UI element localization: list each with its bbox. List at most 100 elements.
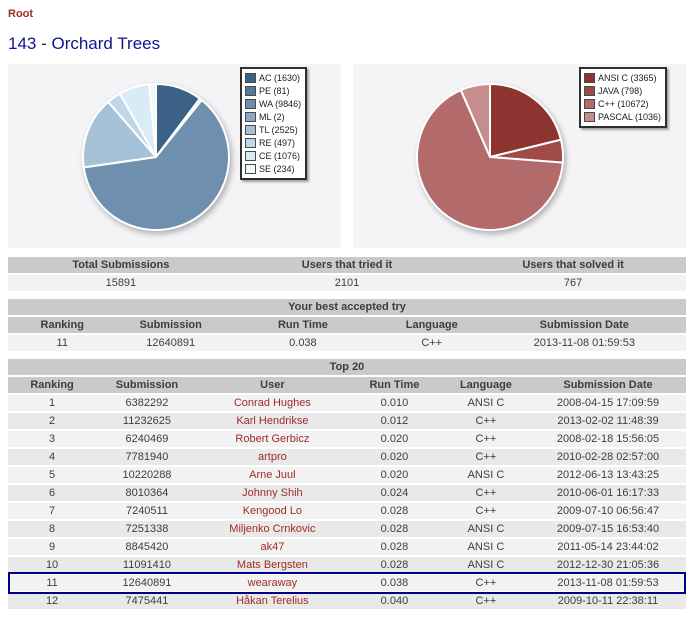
- top20-row: 1 6382292 Conrad Hughes 0.010 ANSI C 2008-04-…: [8, 395, 686, 411]
- user-link[interactable]: wearaway: [247, 577, 298, 589]
- user-link[interactable]: Robert Gerbicz: [235, 433, 310, 445]
- verdict-slice-se: [148, 82, 157, 158]
- top20-cell: 6240469: [96, 431, 198, 447]
- language-legend: ANSI C (3365) JAVA (798) C++ (10672) PASCAL…: [579, 67, 668, 128]
- verdict-legend-swatch: [245, 86, 256, 96]
- top20-cell: 2011-05-14 23:44:02: [530, 539, 686, 555]
- user-link[interactable]: Arne Juul: [249, 469, 296, 481]
- top20-cell: 2012-12-30 21:05:36: [530, 557, 686, 573]
- language-legend-swatch: [584, 73, 595, 83]
- verdict-legend-label: SE (234): [259, 164, 295, 174]
- top20-user-cell[interactable]: Conrad Hughes: [197, 395, 347, 411]
- top20-user-cell[interactable]: Miljenko Crnkovic: [197, 521, 347, 537]
- top20-cell: 7251338: [96, 521, 198, 537]
- verdict-legend-swatch: [245, 138, 256, 148]
- top20-user-cell[interactable]: ak47: [197, 539, 347, 555]
- top20-cell: 2013-02-02 11:48:39: [530, 413, 686, 429]
- top20-cell: 9: [8, 539, 97, 555]
- top20-header-row: Ranking Submission User Run Time Language Sub…: [8, 377, 686, 393]
- top20-cell: ANSI C: [441, 467, 530, 483]
- top20-user-cell[interactable]: wearaway: [197, 575, 347, 591]
- top20-cell: 8: [8, 521, 97, 537]
- top20-cell: 3: [8, 431, 97, 447]
- verdict-legend-label: WA (9846): [259, 99, 302, 109]
- top20-user-cell[interactable]: Kengood Lo: [197, 503, 347, 519]
- top20-cell: 2009-07-15 16:53:40: [530, 521, 686, 537]
- top20-user-cell[interactable]: artpro: [197, 449, 347, 465]
- top20-cell: 0.012: [346, 413, 442, 429]
- top20-cell: 12640891: [96, 575, 198, 591]
- verdict-legend-label: PE (81): [259, 86, 290, 96]
- top20-cell: 2013-11-08 01:59:53: [530, 575, 686, 591]
- verdict-legend-item: WA (9846): [245, 98, 301, 110]
- top20-cell: 7475441: [96, 593, 198, 609]
- top20-header-cell: Submission Date: [530, 377, 686, 393]
- verdict-legend-item: ML (2): [245, 111, 301, 123]
- top20-section: Top 20 Ranking Submission User Run Time Lang…: [0, 357, 694, 611]
- top20-cell: 0.028: [346, 539, 442, 555]
- top20-user-cell[interactable]: Håkan Terelius: [197, 593, 347, 609]
- top20-row: 4 7781940 artpro 0.020 C++ 2010-02-28 02:57:0…: [8, 449, 686, 465]
- language-legend-swatch: [584, 86, 595, 96]
- top20-user-cell[interactable]: Robert Gerbicz: [197, 431, 347, 447]
- top20-row: 7 7240511 Kengood Lo 0.028 C++ 2009-07-10 06:…: [8, 503, 686, 519]
- user-link[interactable]: ak47: [260, 541, 285, 553]
- top20-user-cell[interactable]: Arne Juul: [197, 467, 347, 483]
- top20-header-cell: User: [197, 377, 347, 393]
- top20-cell: 2: [8, 413, 97, 429]
- top20-cell: 2008-04-15 17:09:59: [530, 395, 686, 411]
- language-legend-item: JAVA (798): [584, 85, 661, 97]
- verdict-slice-tl: [82, 100, 157, 169]
- top20-user-cell[interactable]: Johnny Shih: [197, 485, 347, 501]
- top20-cell: 6: [8, 485, 97, 501]
- verdict-legend-item: AC (1630): [245, 72, 301, 84]
- top20-user-cell[interactable]: Karl Hendrikse: [197, 413, 347, 429]
- best-try-value-cell: 11: [8, 335, 117, 351]
- language-legend-label: PASCAL (1036): [598, 112, 662, 122]
- top20-title-row: Top 20: [8, 359, 686, 375]
- top20-cell: 2010-06-01 16:17:33: [530, 485, 686, 501]
- top20-cell: 0.024: [346, 485, 442, 501]
- best-try-title: Your best accepted try: [8, 299, 686, 315]
- verdict-legend-label: RE (497): [259, 138, 296, 148]
- top20-cell: ANSI C: [441, 395, 530, 411]
- top20-cell: 10220288: [96, 467, 198, 483]
- language-legend-label: JAVA (798): [598, 86, 643, 96]
- breadcrumb-root-link[interactable]: Root: [8, 8, 34, 20]
- top20-row: 11 12640891 wearaway 0.038 C++ 2013-11-08 01:…: [8, 575, 686, 591]
- top20-cell: 8845420: [96, 539, 198, 555]
- user-link[interactable]: Håkan Terelius: [236, 595, 309, 607]
- top20-user-cell[interactable]: Mats Bergsten: [197, 557, 347, 573]
- user-link[interactable]: Karl Hendrikse: [236, 415, 309, 427]
- top20-cell: 6382292: [96, 395, 198, 411]
- top20-cell: 0.028: [346, 557, 442, 573]
- stats-header-cell: Total Submissions: [8, 257, 234, 273]
- language-legend-item: C++ (10672): [584, 98, 661, 110]
- top20-row: 12 7475441 Håkan Terelius 0.040 C++ 2009-10-1…: [8, 593, 686, 609]
- user-link[interactable]: Mats Bergsten: [236, 559, 308, 571]
- stats-header-row: Total Submissions Users that tried it User…: [8, 257, 686, 273]
- top20-header-cell: Submission: [96, 377, 198, 393]
- top20-cell: C++: [441, 485, 530, 501]
- charts-row: AC (1630) PE (81) WA (9846) ML (2) TL (2525)…: [8, 64, 686, 248]
- language-legend-item: PASCAL (1036): [584, 111, 661, 123]
- user-link[interactable]: artpro: [258, 451, 287, 463]
- verdict-legend-item: RE (497): [245, 137, 301, 149]
- top20-cell: 7781940: [96, 449, 198, 465]
- top20-row: 6 8010364 Johnny Shih 0.024 C++ 2010-06-01 16…: [8, 485, 686, 501]
- top20-row: 8 7251338 Miljenko Crnkovic 0.028 ANSI C 2009…: [8, 521, 686, 537]
- top20-cell: 7: [8, 503, 97, 519]
- user-link[interactable]: Conrad Hughes: [233, 397, 311, 409]
- language-legend-swatch: [584, 99, 595, 109]
- user-link[interactable]: Johnny Shih: [242, 487, 303, 499]
- stats-header-cell: Users that tried it: [233, 257, 461, 273]
- verdict-legend-label: AC (1630): [259, 73, 301, 83]
- top20-cell: 0.038: [346, 575, 442, 591]
- top20-cell: 2010-02-28 02:57:00: [530, 449, 686, 465]
- user-link[interactable]: Kengood Lo: [242, 505, 303, 517]
- best-try-header-cell: Submission Date: [482, 317, 686, 333]
- top20-cell: 0.010: [346, 395, 442, 411]
- user-link[interactable]: Miljenko Crnkovic: [229, 523, 316, 535]
- top20-cell: 2009-07-10 06:56:47: [530, 503, 686, 519]
- best-try-header-cell: Run Time: [224, 317, 381, 333]
